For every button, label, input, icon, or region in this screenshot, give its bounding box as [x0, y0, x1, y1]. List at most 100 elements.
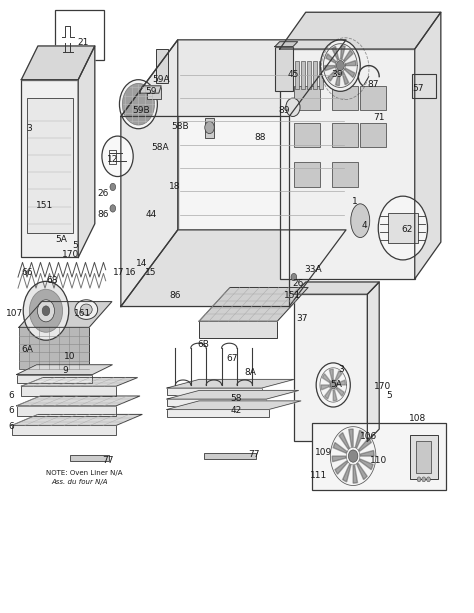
Polygon shape: [140, 86, 161, 93]
Circle shape: [291, 273, 297, 281]
Circle shape: [23, 281, 69, 340]
Text: 3: 3: [338, 365, 344, 373]
Bar: [19, 327, 89, 369]
Polygon shape: [332, 47, 338, 59]
Bar: [21, 386, 116, 396]
Bar: [204, 453, 256, 459]
Ellipse shape: [351, 204, 370, 237]
Polygon shape: [78, 46, 95, 257]
Polygon shape: [294, 282, 379, 294]
Text: 39: 39: [331, 70, 342, 79]
Text: 15: 15: [145, 268, 156, 277]
Text: 6: 6: [8, 406, 14, 415]
Polygon shape: [167, 379, 294, 388]
Bar: [17, 406, 116, 416]
Text: 77: 77: [102, 457, 114, 465]
Bar: [199, 321, 277, 338]
Polygon shape: [321, 385, 329, 390]
Bar: [21, 80, 78, 257]
Text: 8A: 8A: [244, 368, 256, 376]
Polygon shape: [341, 45, 345, 59]
Text: 6B: 6B: [197, 340, 209, 349]
Text: 5: 5: [386, 391, 392, 400]
Text: 107: 107: [6, 310, 23, 318]
Polygon shape: [325, 389, 331, 399]
Text: 12: 12: [107, 155, 118, 164]
Circle shape: [110, 183, 116, 191]
Polygon shape: [121, 40, 346, 116]
Polygon shape: [275, 42, 298, 47]
Circle shape: [42, 306, 50, 316]
Bar: [360, 123, 386, 147]
Bar: [416, 441, 431, 473]
Text: 5A: 5A: [55, 235, 68, 243]
Text: 6A: 6A: [21, 345, 34, 354]
Bar: [294, 123, 320, 147]
Polygon shape: [329, 369, 333, 379]
Text: 77: 77: [248, 451, 259, 459]
Text: 58B: 58B: [171, 123, 189, 131]
Polygon shape: [336, 387, 344, 396]
Text: 9: 9: [63, 367, 68, 375]
Text: 18: 18: [169, 183, 180, 191]
Bar: [294, 294, 367, 441]
Text: 68: 68: [46, 276, 58, 285]
Polygon shape: [335, 371, 342, 381]
Text: 58: 58: [230, 394, 242, 403]
Text: 151: 151: [284, 291, 301, 300]
Circle shape: [417, 477, 421, 482]
Polygon shape: [17, 365, 112, 375]
Circle shape: [110, 205, 116, 212]
Bar: [27, 98, 73, 233]
Text: 59: 59: [145, 88, 156, 96]
Text: 62: 62: [401, 226, 412, 234]
Polygon shape: [357, 463, 367, 479]
Text: 17: 17: [113, 268, 124, 277]
Text: Ass. du four N/A: Ass. du four N/A: [51, 479, 108, 485]
Circle shape: [378, 196, 428, 260]
Text: 42: 42: [230, 406, 242, 415]
Ellipse shape: [80, 304, 92, 315]
Text: 1: 1: [352, 197, 357, 205]
Polygon shape: [359, 459, 373, 470]
Polygon shape: [21, 46, 95, 80]
Bar: [312, 423, 446, 490]
Polygon shape: [280, 12, 441, 49]
Bar: [332, 86, 358, 110]
Text: 44: 44: [146, 210, 157, 219]
Bar: [17, 375, 92, 383]
Polygon shape: [358, 438, 371, 451]
Text: 161: 161: [74, 310, 91, 318]
Text: 10: 10: [64, 352, 76, 361]
Bar: [55, 10, 104, 60]
Text: 59B: 59B: [132, 106, 150, 115]
Text: 4: 4: [361, 221, 367, 230]
Polygon shape: [342, 72, 349, 85]
Text: 45: 45: [287, 70, 299, 79]
Text: 87: 87: [368, 80, 379, 89]
Text: 110: 110: [370, 457, 387, 465]
Text: 86: 86: [98, 210, 109, 219]
Polygon shape: [333, 443, 347, 453]
Text: 170: 170: [62, 250, 79, 259]
Bar: [70, 455, 109, 461]
Circle shape: [316, 363, 350, 407]
Polygon shape: [322, 374, 330, 383]
Polygon shape: [344, 50, 353, 61]
Circle shape: [286, 98, 300, 116]
Polygon shape: [121, 40, 178, 306]
Bar: [167, 409, 269, 417]
Text: 5: 5: [72, 241, 78, 249]
Polygon shape: [336, 72, 340, 86]
Bar: [280, 49, 415, 279]
Bar: [109, 150, 116, 164]
Text: 106: 106: [360, 432, 377, 441]
Text: 66: 66: [22, 268, 33, 277]
Text: 108: 108: [409, 414, 426, 422]
Bar: [295, 61, 299, 89]
Circle shape: [427, 477, 430, 482]
Bar: [178, 40, 346, 230]
Circle shape: [37, 300, 55, 322]
Text: 26: 26: [98, 189, 109, 197]
Text: 5A: 5A: [330, 381, 343, 389]
